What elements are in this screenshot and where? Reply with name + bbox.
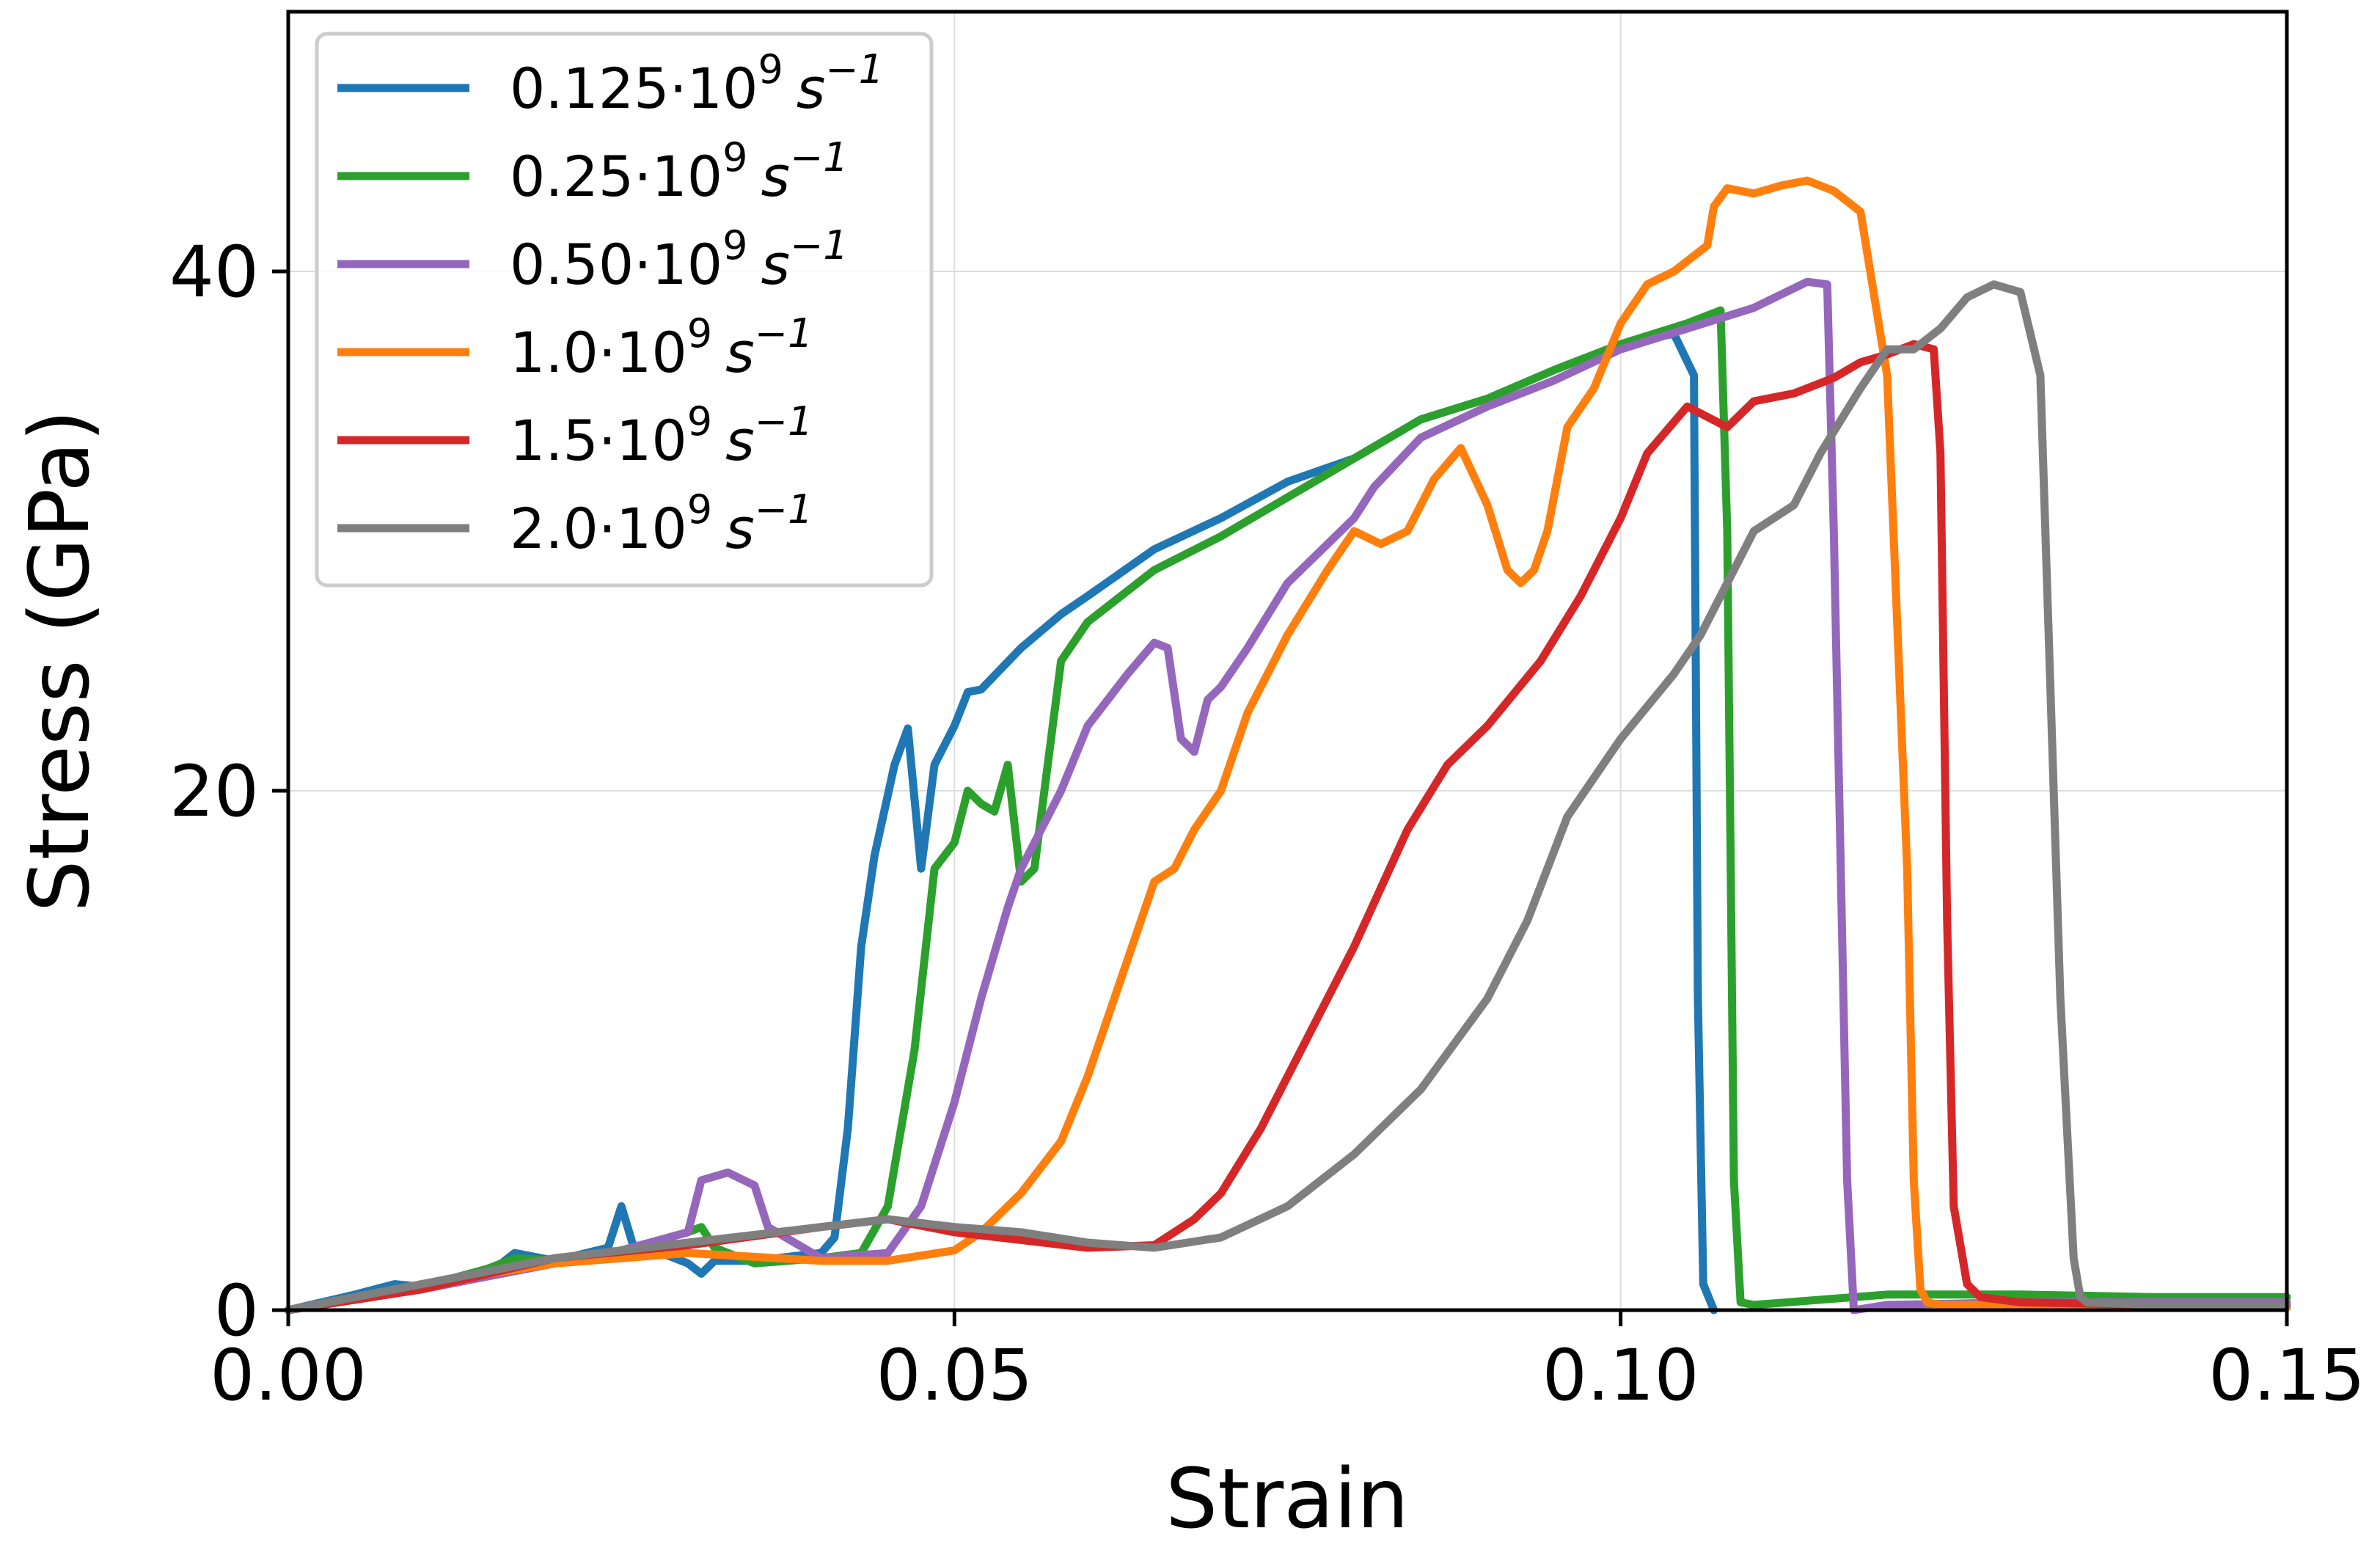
legend-label-unit-exponent: −1 [790,134,849,180]
legend-label-5: 2.0·109 s−1 [510,486,813,561]
legend-label-1: 0.25·109 s−1 [510,134,849,209]
legend-label-exponent: 9 [722,134,747,180]
series-line-5 [284,280,2291,1315]
series-lines [284,176,2291,1315]
legend-label-unit: s [725,408,755,473]
legend-label-exponent: 9 [758,46,783,92]
x-tick-label: 0.15 [2208,1334,2365,1416]
legend-label-base: 2.0·10 [510,496,687,561]
legend-label-exponent: 9 [687,310,712,357]
series-line-1 [284,306,2291,1315]
y-tick-label: 0 [214,1270,259,1352]
legend-label-base: 0.50·10 [510,232,722,297]
legend-label-exponent: 9 [687,486,712,533]
legend-label-unit: s [725,320,755,385]
legend: 0.125·109 s−10.25·109 s−10.50·109 s−11.0·10… [315,32,934,588]
plot-frame [286,10,2289,1312]
legend-label-unit: s [725,496,755,561]
legend-box [315,32,934,588]
x-tick-label: 0.05 [876,1334,1033,1416]
legend-label-exponent: 9 [687,398,712,445]
legend-label-0: 0.125·109 s−1 [510,46,884,121]
legend-label-unit: s [797,56,826,121]
axis-ticks: 0.00 0.05 0.10 0.15 0 20 40 [169,231,2365,1416]
x-axis-label: Strain [1165,1452,1409,1546]
x-tick-label: 0.10 [1542,1334,1699,1416]
y-tick-label: 40 [169,231,259,313]
legend-label-base: 0.125·10 [510,56,758,121]
series-line-4 [284,340,2291,1315]
legend-label-exponent: 9 [722,222,747,268]
legend-label-base: 1.5·10 [510,408,687,473]
legend-label-unit-exponent: −1 [755,486,813,533]
legend-label-2: 0.50·109 s−1 [510,222,849,297]
series-line-3 [284,176,2291,1315]
x-tick-label: 0.00 [210,1334,367,1416]
legend-label-unit: s [761,144,790,209]
legend-label-base: 1.0·10 [510,320,687,385]
legend-entries: 0.125·109 s−10.25·109 s−10.50·109 s−11.0·10… [337,46,884,561]
legend-label-unit: s [761,232,790,297]
legend-label-unit-exponent: −1 [790,222,849,268]
legend-label-unit-exponent: −1 [755,398,813,445]
legend-label-base: 0.25·10 [510,144,722,209]
legend-label-4: 1.5·109 s−1 [510,398,813,473]
legend-label-unit-exponent: −1 [755,310,813,357]
y-tick-label: 20 [169,750,259,833]
legend-label-3: 1.0·109 s−1 [510,310,813,385]
series-line-2 [284,277,2291,1315]
legend-label-unit-exponent: −1 [825,46,884,92]
y-axis-label: Stress (GPa) [12,409,108,912]
